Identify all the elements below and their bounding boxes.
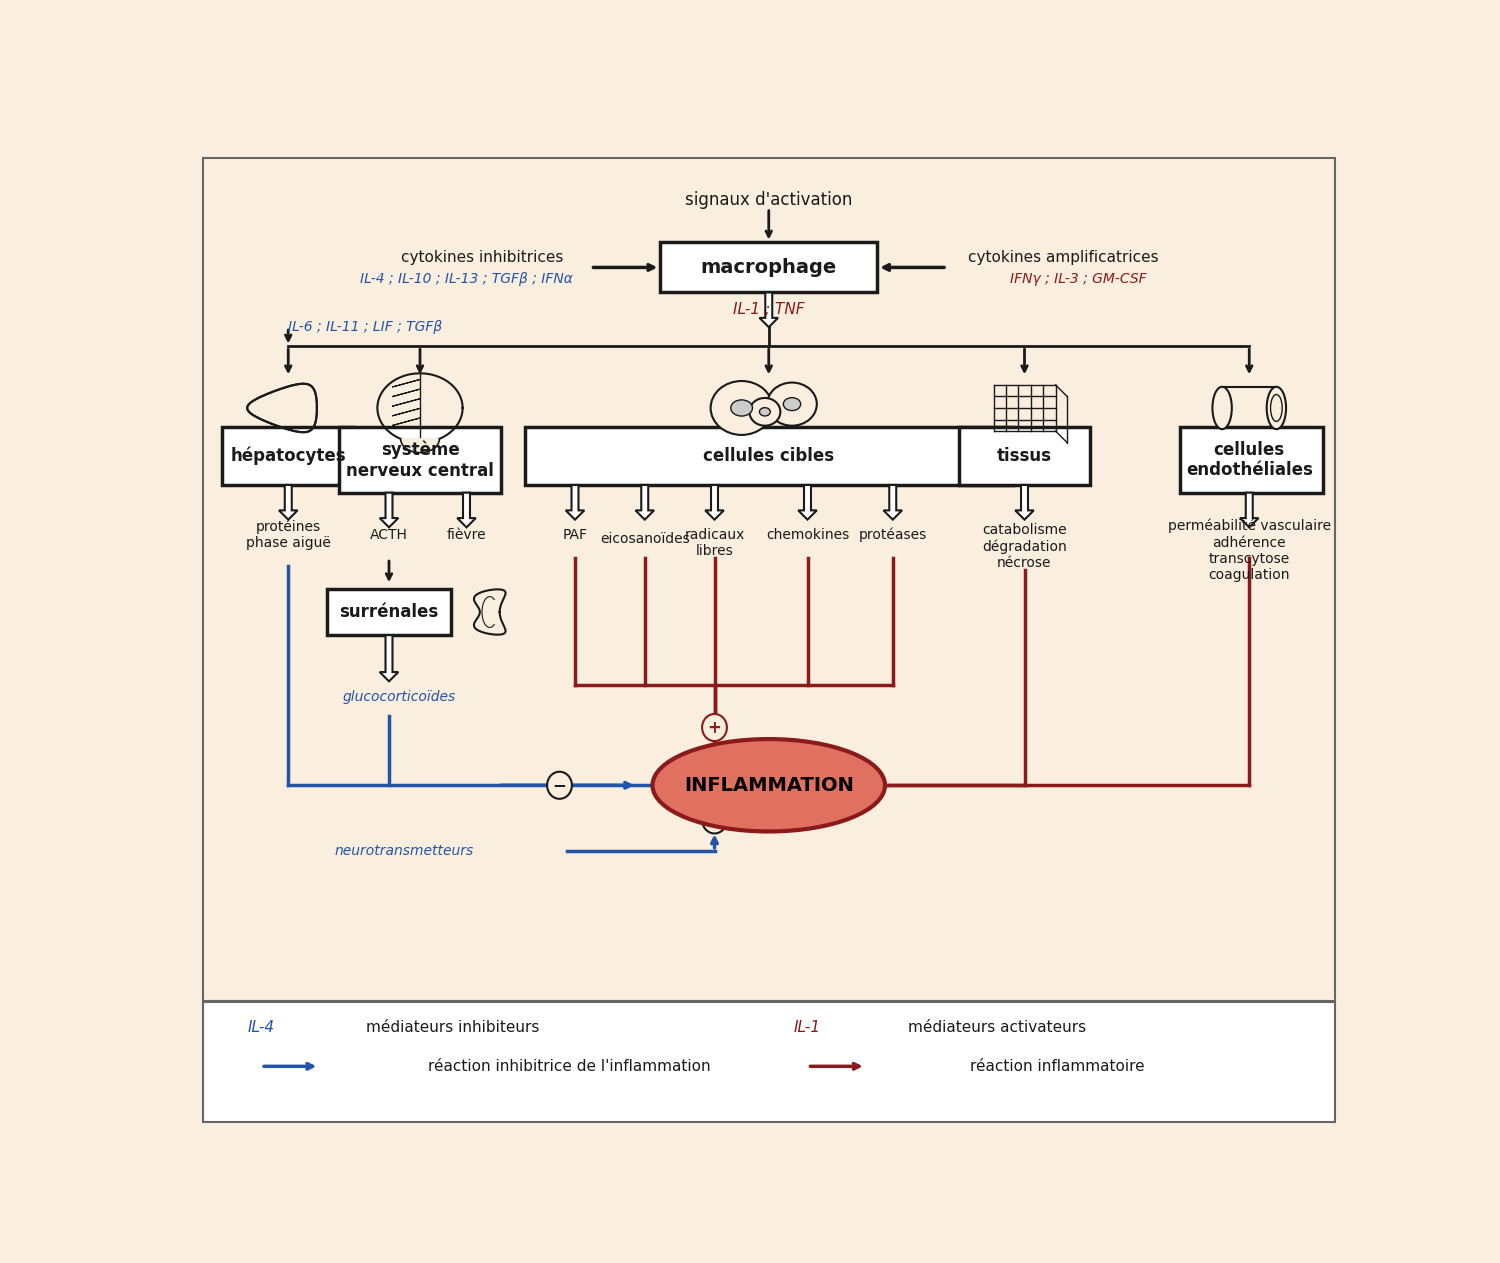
Text: ACTH: ACTH bbox=[370, 528, 408, 542]
Ellipse shape bbox=[652, 739, 885, 831]
Text: IL-4 ; IL-10 ; IL-13 ; TGFβ ; IFNα: IL-4 ; IL-10 ; IL-13 ; TGFβ ; IFNα bbox=[360, 272, 573, 285]
Text: perméabilité vasculaire
adhérence
transcytose
coagulation: perméabilité vasculaire adhérence transc… bbox=[1167, 519, 1330, 582]
FancyBboxPatch shape bbox=[327, 589, 452, 635]
Text: radicaux
libres: radicaux libres bbox=[684, 528, 744, 558]
Polygon shape bbox=[279, 485, 297, 519]
Ellipse shape bbox=[766, 383, 818, 426]
Ellipse shape bbox=[548, 772, 572, 798]
Text: tissus: tissus bbox=[998, 447, 1051, 465]
Text: eicosanoïdes: eicosanoïdes bbox=[600, 532, 690, 546]
Text: protéines
phase aiguë: protéines phase aiguë bbox=[246, 519, 330, 551]
Text: cellules cibles: cellules cibles bbox=[704, 447, 834, 465]
Text: médiateurs activateurs: médiateurs activateurs bbox=[909, 1021, 1086, 1036]
Text: +: + bbox=[784, 777, 800, 794]
Polygon shape bbox=[798, 485, 818, 519]
Polygon shape bbox=[400, 438, 439, 452]
Text: IL-1 ; TNF: IL-1 ; TNF bbox=[734, 302, 804, 317]
Text: chemokines: chemokines bbox=[766, 528, 849, 542]
Ellipse shape bbox=[1266, 386, 1286, 429]
Text: INFLAMMATION: INFLAMMATION bbox=[684, 775, 853, 794]
FancyBboxPatch shape bbox=[958, 427, 1090, 485]
Text: catabolisme
dégradation
nécrose: catabolisme dégradation nécrose bbox=[982, 523, 1066, 570]
Text: IL-1: IL-1 bbox=[794, 1021, 820, 1036]
Text: surrénales: surrénales bbox=[339, 602, 438, 621]
Text: IL-6 ; IL-11 ; LIF ; TGFβ: IL-6 ; IL-11 ; LIF ; TGFβ bbox=[288, 320, 442, 335]
Text: cytokines inhibitrices: cytokines inhibitrices bbox=[400, 250, 562, 265]
FancyBboxPatch shape bbox=[222, 427, 354, 485]
Text: IL-4: IL-4 bbox=[248, 1021, 274, 1036]
Text: −: − bbox=[552, 777, 567, 794]
Polygon shape bbox=[759, 293, 778, 327]
Polygon shape bbox=[380, 493, 399, 528]
Ellipse shape bbox=[783, 398, 801, 410]
Ellipse shape bbox=[759, 408, 771, 416]
Polygon shape bbox=[884, 485, 902, 519]
Text: cytokines amplificatrices: cytokines amplificatrices bbox=[968, 250, 1158, 265]
FancyBboxPatch shape bbox=[202, 158, 1335, 1000]
FancyBboxPatch shape bbox=[1179, 427, 1323, 493]
Text: réaction inflammatoire: réaction inflammatoire bbox=[970, 1058, 1144, 1074]
Polygon shape bbox=[1016, 485, 1034, 519]
FancyBboxPatch shape bbox=[525, 427, 1013, 485]
Polygon shape bbox=[705, 485, 724, 519]
Polygon shape bbox=[458, 493, 476, 528]
Text: +: + bbox=[708, 719, 722, 736]
Text: glucocorticoïdes: glucocorticoïdes bbox=[342, 690, 456, 703]
Ellipse shape bbox=[750, 398, 780, 426]
Ellipse shape bbox=[702, 714, 727, 741]
Text: signaux d'activation: signaux d'activation bbox=[686, 191, 852, 210]
Text: système
nerveux central: système nerveux central bbox=[346, 441, 494, 480]
Text: PAF: PAF bbox=[562, 528, 588, 542]
Text: macrophage: macrophage bbox=[700, 258, 837, 277]
Polygon shape bbox=[474, 590, 506, 635]
Text: IFNγ ; IL-3 ; GM-CSF: IFNγ ; IL-3 ; GM-CSF bbox=[1011, 272, 1148, 285]
Text: médiateurs inhibiteurs: médiateurs inhibiteurs bbox=[366, 1021, 538, 1036]
Ellipse shape bbox=[730, 400, 753, 416]
Polygon shape bbox=[380, 635, 399, 681]
FancyBboxPatch shape bbox=[660, 242, 878, 293]
Text: cellules
endothéliales: cellules endothéliales bbox=[1186, 441, 1312, 480]
Text: protéases: protéases bbox=[858, 528, 927, 542]
Polygon shape bbox=[1240, 493, 1258, 528]
Polygon shape bbox=[378, 374, 462, 442]
Polygon shape bbox=[636, 485, 654, 519]
FancyBboxPatch shape bbox=[339, 427, 501, 493]
Ellipse shape bbox=[780, 772, 804, 798]
Text: hépatocytes: hépatocytes bbox=[231, 447, 346, 465]
Text: réaction inhibitrice de l'inflammation: réaction inhibitrice de l'inflammation bbox=[427, 1058, 711, 1074]
Ellipse shape bbox=[711, 381, 772, 434]
Text: fièvre: fièvre bbox=[447, 528, 486, 542]
FancyBboxPatch shape bbox=[202, 1003, 1335, 1122]
Ellipse shape bbox=[1212, 386, 1231, 429]
Text: neurotransmetteurs: neurotransmetteurs bbox=[334, 844, 474, 858]
Text: −: − bbox=[708, 811, 722, 829]
Polygon shape bbox=[248, 384, 316, 432]
Ellipse shape bbox=[702, 806, 727, 834]
Ellipse shape bbox=[1270, 394, 1282, 422]
Polygon shape bbox=[566, 485, 585, 519]
